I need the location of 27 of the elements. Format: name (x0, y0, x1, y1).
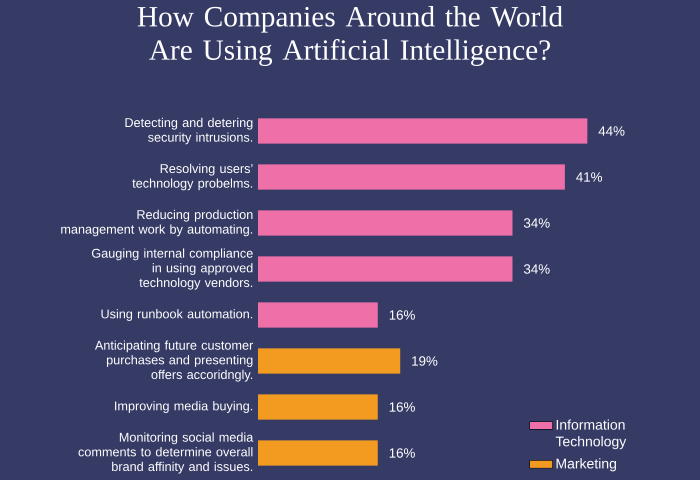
data-label: 41% (576, 172, 602, 182)
y-tick-label: Anticipating future customer purchases and presenting offers accoridngly. (94, 340, 254, 382)
bar (258, 348, 400, 374)
y-tick-label: Resolving users’ technology probelms. (132, 164, 252, 190)
data-label: 19% (412, 356, 438, 366)
bar (258, 118, 588, 144)
y-tick-label: Monitoring social media comments to determine overall brand affinity and issues. (78, 432, 254, 474)
y-tick-label: Reducing production management work by automating. (61, 210, 252, 236)
legend-label: Marketing (556, 458, 616, 472)
bar (258, 440, 378, 466)
bar (258, 302, 378, 328)
bar (258, 256, 512, 282)
bar (258, 394, 378, 420)
chart-title: How Companies Around the World Are Using Artificial Intelligence? (138, 6, 563, 66)
bar (258, 164, 565, 190)
data-label: 16% (390, 402, 415, 412)
legend-label: Information Technology (556, 419, 626, 450)
data-label: 16% (390, 310, 415, 320)
data-label: 34% (524, 264, 550, 274)
y-tick-label: Improving media buying. (115, 401, 252, 413)
y-tick-label: Using runbook automation. (101, 309, 252, 321)
data-label: 16% (390, 448, 415, 458)
data-label: 44% (598, 126, 624, 136)
y-tick-label: Gauging internal compliance in using approved technology vendors. (92, 248, 253, 290)
data-label: 34% (524, 218, 550, 228)
y-tick-label: Detecting and detering security intrusions. (125, 118, 252, 144)
bar (258, 210, 512, 236)
